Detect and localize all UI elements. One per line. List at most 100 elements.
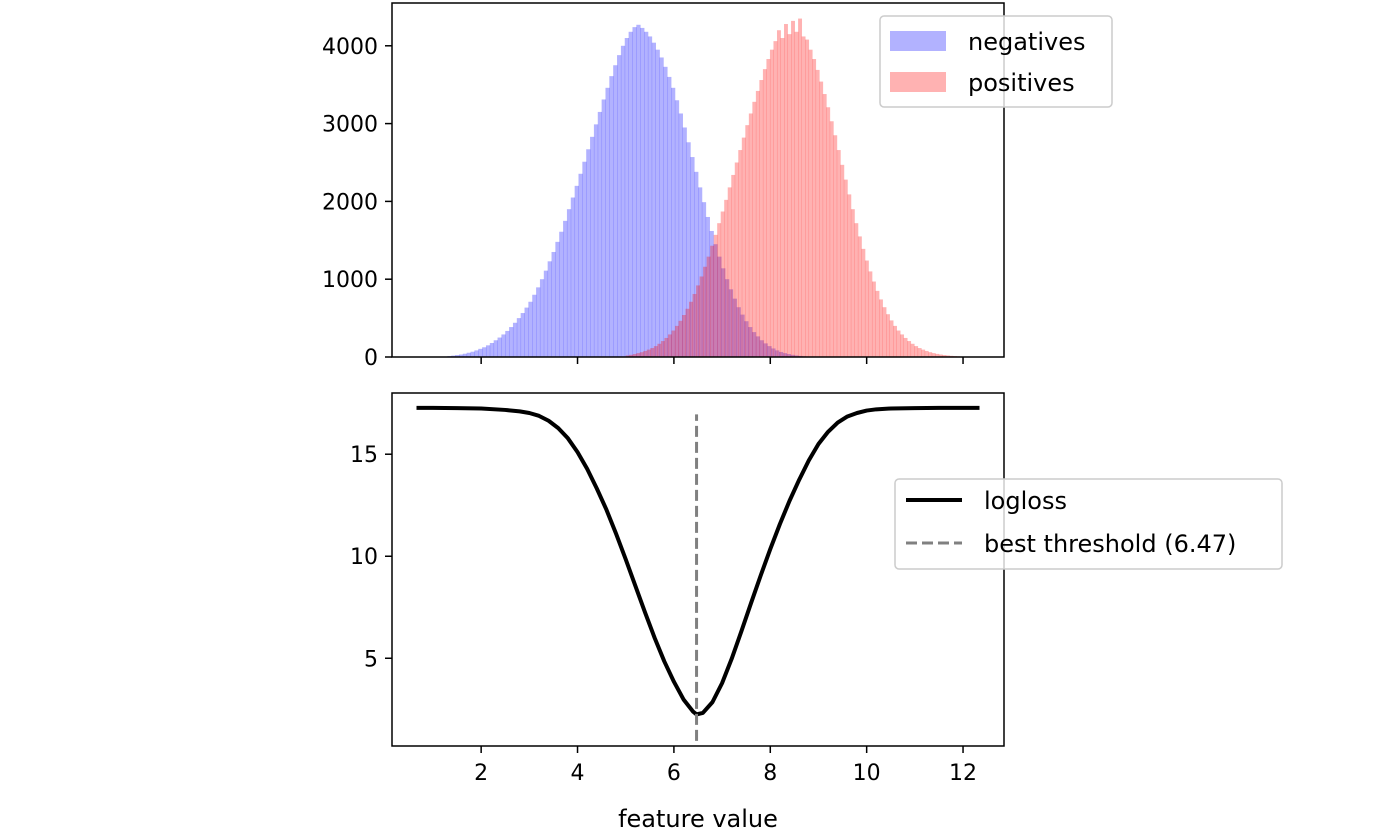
hist-bar-positives	[745, 125, 750, 358]
hist-bar-positives	[945, 355, 950, 357]
hist-bar-negatives	[593, 124, 599, 358]
hist-bar-positives	[822, 94, 827, 357]
hist-bar-negatives	[701, 202, 707, 357]
hist-bar-positives	[755, 90, 760, 358]
hist-bar-negatives	[478, 348, 483, 357]
hist-bar-positives	[791, 20, 795, 357]
hist-bar-positives	[889, 320, 894, 357]
hist-bar-positives	[914, 346, 919, 357]
hist-bar-negatives	[686, 142, 691, 357]
logloss-y-tick-label: 5	[364, 647, 378, 672]
histogram-y-tick-label: 3000	[322, 113, 378, 138]
histogram-legend-frame	[879, 15, 1113, 108]
logloss-legend-frame	[894, 478, 1283, 570]
hist-bar-positives	[942, 355, 947, 357]
hist-bar-positives	[882, 307, 887, 357]
hist-bar-negatives	[674, 100, 680, 357]
hist-bar-positives	[738, 150, 743, 357]
hist-bar-positives	[696, 285, 700, 357]
hist-bar-negatives	[485, 345, 491, 357]
hist-bar-positives	[667, 334, 672, 357]
logloss-x-tick-label: 10	[853, 761, 881, 786]
hist-bar-negatives	[613, 65, 618, 358]
hist-bar-negatives	[671, 87, 676, 358]
hist-bar-positives	[752, 101, 757, 357]
hist-bar-positives	[632, 354, 637, 357]
hist-bar-negatives	[509, 327, 514, 357]
hist-bar-positives	[805, 39, 810, 357]
legend-swatch-negatives	[890, 31, 946, 51]
hist-bar-positives	[819, 81, 824, 357]
hist-bar-positives	[893, 325, 897, 357]
hist-bar-positives	[657, 343, 662, 357]
logloss-y-tick-label: 10	[350, 545, 378, 570]
histogram-y-tick-label: 2000	[322, 190, 378, 215]
logloss-line	[416, 405, 980, 717]
hist-bar-positives	[787, 34, 792, 358]
hist-bar-negatives	[740, 314, 745, 357]
hist-bar-positives	[836, 150, 841, 357]
hist-bar-negatives	[694, 171, 699, 357]
hist-bar-negatives	[724, 279, 730, 357]
hist-bar-negatives	[528, 301, 533, 357]
hist-bar-positives	[759, 80, 764, 358]
hist-bar-negatives	[775, 350, 780, 357]
hist-bar-negatives	[578, 173, 583, 357]
hist-bar-positives	[910, 343, 915, 357]
legend-label-positives: positives	[968, 69, 1075, 97]
hist-bar-negatives	[709, 230, 714, 357]
hist-bar-negatives	[497, 337, 502, 357]
hist-bar-positives	[879, 299, 883, 357]
hist-bar-negatives	[705, 216, 710, 357]
hist-bar-negatives	[732, 298, 737, 357]
hist-bar-negatives	[659, 57, 664, 358]
hist-bar-positives	[784, 24, 788, 357]
hist-bar-positives	[843, 179, 848, 357]
hist-bar-negatives	[458, 354, 464, 357]
hist-bar-positives	[812, 59, 817, 358]
hist-bar-negatives	[744, 321, 749, 357]
hist-bar-positives	[900, 334, 905, 357]
hist-bar-negatives	[767, 346, 772, 357]
hist-bar-negatives	[455, 355, 460, 357]
hist-bar-negatives	[493, 340, 498, 357]
hist-bar-positives	[776, 30, 781, 357]
histogram-bars	[447, 18, 978, 358]
hist-bar-negatives	[651, 42, 656, 358]
hist-bar-negatives	[482, 347, 487, 357]
hist-bar-positives	[798, 18, 803, 358]
hist-bar-positives	[643, 350, 648, 357]
hist-bar-negatives	[721, 268, 726, 357]
hist-bar-positives	[907, 341, 912, 357]
hist-bar-negatives	[466, 352, 471, 357]
histogram-y-tick-label: 1000	[322, 268, 378, 293]
hist-bar-positives	[710, 245, 715, 357]
hist-bar-positives	[868, 271, 873, 357]
hist-bar-negatives	[543, 270, 549, 357]
hist-bar-negatives	[547, 261, 552, 357]
hist-bar-negatives	[632, 27, 637, 358]
hist-bar-positives	[928, 352, 933, 357]
hist-bar-negatives	[516, 318, 522, 357]
hist-bar-positives	[871, 281, 876, 357]
hist-bar-positives	[664, 337, 669, 357]
hist-bar-negatives	[551, 251, 556, 357]
hist-bar-positives	[678, 320, 683, 357]
hist-bar-negatives	[620, 45, 626, 357]
hist-bar-positives	[833, 135, 838, 357]
hist-bar-negatives	[771, 348, 776, 357]
legend-label-negatives: negatives	[968, 28, 1085, 56]
logloss-y-ticks: 5 10 15	[350, 443, 392, 672]
histogram-y-tick-label: 0	[364, 346, 378, 371]
hist-bar-positives	[924, 350, 929, 357]
legend-label-logloss: logloss	[984, 487, 1067, 515]
hist-bar-positives	[636, 353, 641, 357]
hist-bar-negatives	[636, 24, 641, 358]
hist-bar-positives	[650, 348, 655, 357]
logloss-x-tick-label: 8	[763, 761, 777, 786]
hist-bar-negatives	[778, 351, 784, 357]
hist-bar-negatives	[512, 322, 518, 357]
hist-bar-positives	[896, 330, 901, 357]
hist-bar-negatives	[590, 136, 595, 357]
hist-bar-negatives	[682, 127, 687, 357]
